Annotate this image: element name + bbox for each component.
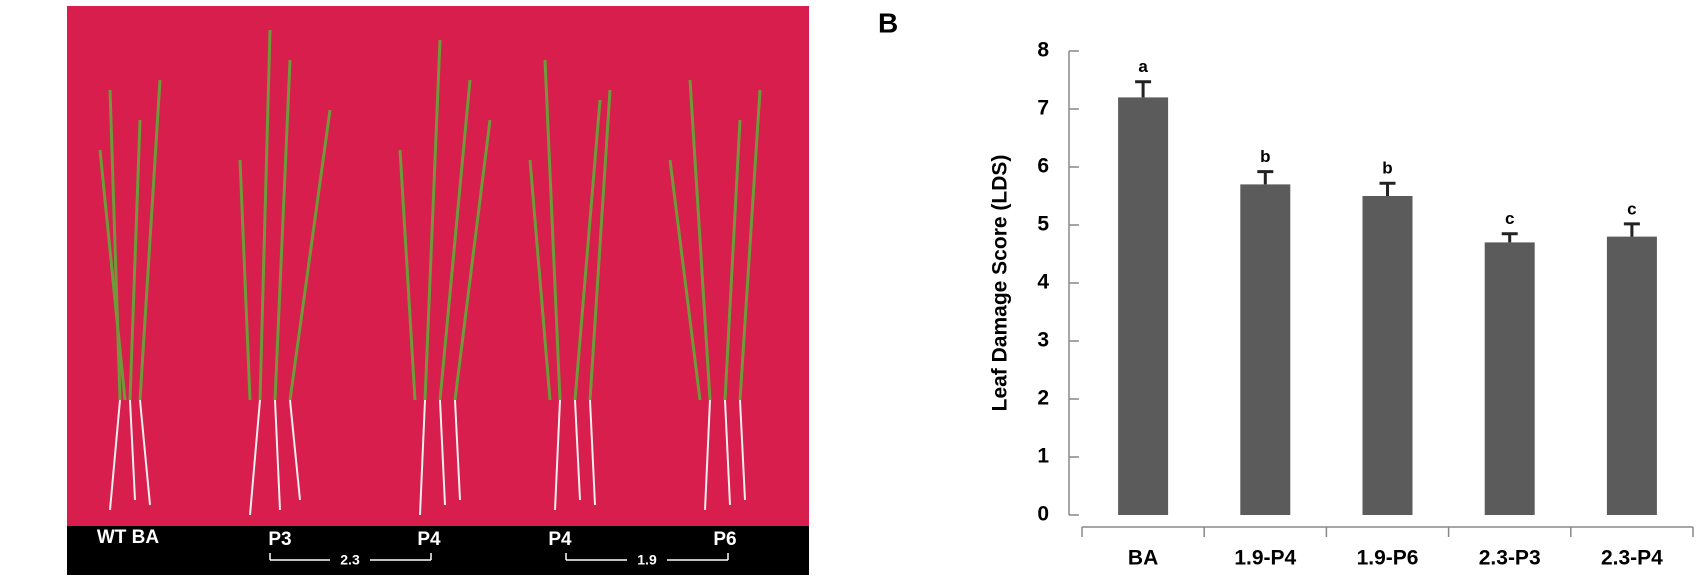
y-tick-label: 3 (1037, 329, 1049, 352)
bar (1240, 184, 1291, 515)
scale-lines (269, 553, 729, 561)
error-bar (1501, 232, 1518, 243)
y-axis-label: Leaf Damage Score (LDS) (989, 155, 1012, 412)
error-bar (1623, 222, 1640, 237)
error-bar (1135, 80, 1152, 98)
y-tick-label: 5 (1037, 213, 1049, 236)
annotation: c (1627, 199, 1636, 218)
label-strip (67, 526, 809, 575)
x-tick-label: 2.3-P3 (1479, 547, 1541, 570)
photo-label: WT BA (97, 527, 160, 548)
panel-label: B (878, 7, 898, 38)
bar (1362, 196, 1413, 515)
y-tick-label: 1 (1037, 445, 1049, 468)
seedlings (98, 29, 762, 401)
annotation: a (1138, 57, 1148, 76)
y-tick-label: 6 (1037, 155, 1049, 178)
x-tick-label: 2.3-P4 (1601, 547, 1663, 570)
error-bar (1257, 170, 1274, 185)
x-tick-label: 1.9-P6 (1357, 547, 1419, 570)
x-tick-label: BA (1128, 547, 1158, 570)
photo-label: P3 (268, 529, 291, 550)
y-tick-label: 2 (1037, 387, 1049, 410)
bar (1606, 236, 1657, 515)
photo-labels: WT BA P3 P4 P4 P6 2.3 1.9 (97, 527, 737, 568)
photo-label: P4 (417, 529, 441, 550)
y-tick-label: 8 (1037, 39, 1049, 62)
scale-label: 1.9 (637, 552, 657, 568)
error-bar (1379, 181, 1396, 196)
roots (109, 399, 746, 516)
annotation: b (1260, 147, 1270, 166)
y-tick-label: 4 (1037, 271, 1049, 294)
bar (1118, 97, 1169, 516)
y-tick-label: 7 (1037, 97, 1049, 120)
photo-label: P6 (713, 529, 736, 550)
annotation: c (1505, 209, 1514, 228)
photo-label: P4 (548, 529, 572, 550)
x-tick-label: 1.9-P4 (1234, 547, 1296, 570)
y-tick-label: 0 (1037, 503, 1049, 526)
bar-chart: 0 1 2 3 4 5 6 7 8 BA a 1.9-P4 b 1.9-P6 b 2.3-P3 c 2.3-P4 c (1037, 39, 1694, 570)
scale-label: 2.3 (340, 552, 360, 568)
bar (1484, 242, 1535, 515)
annotation: b (1382, 159, 1392, 178)
photo: WT BA P3 P4 P4 P6 2.3 1.9 (67, 6, 809, 575)
